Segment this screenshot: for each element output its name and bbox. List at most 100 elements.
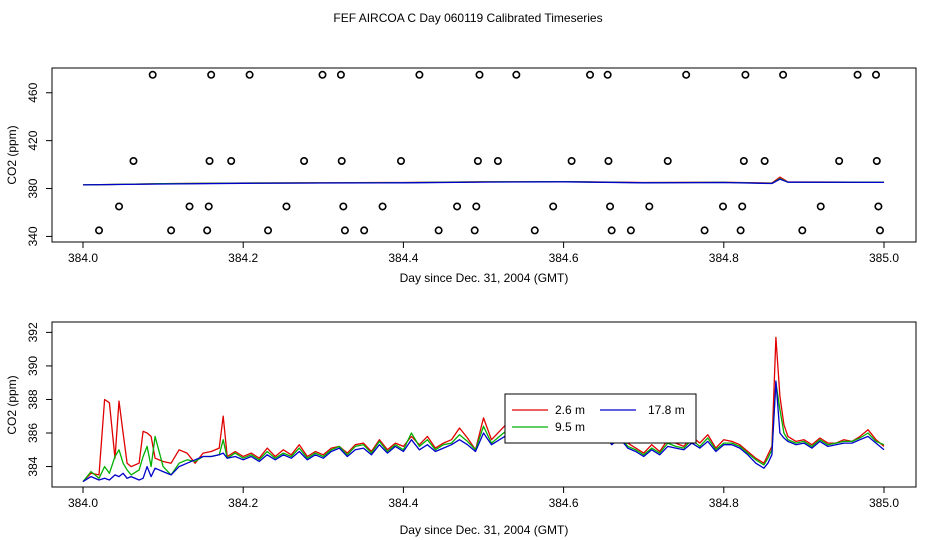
calibration-point bbox=[470, 226, 479, 235]
y-tick-label: 384 bbox=[26, 456, 40, 476]
series-line-17-8-m bbox=[82, 178, 885, 186]
calibration-point bbox=[282, 202, 291, 211]
calibration-point bbox=[549, 202, 558, 211]
calibration-point bbox=[682, 70, 691, 79]
top-y-label: CO2 (ppm) bbox=[5, 125, 19, 184]
x-tick-label: 384.8 bbox=[709, 251, 739, 265]
calibration-point bbox=[360, 226, 369, 235]
calibration-point bbox=[129, 156, 138, 165]
calibration-point bbox=[434, 226, 443, 235]
bottom-x-axis: 384.0 384.2 384.4 384.6 384.8 385.0 bbox=[68, 487, 899, 510]
x-tick-label: 384.2 bbox=[228, 496, 258, 510]
top-x-axis: 384.0 384.2 384.4 384.6 384.8 385.0 bbox=[68, 242, 899, 265]
calibration-point bbox=[95, 226, 104, 235]
y-tick-label: 460 bbox=[26, 82, 40, 102]
calibration-point bbox=[264, 226, 273, 235]
calibration-point bbox=[853, 70, 862, 79]
calibration-point bbox=[816, 202, 825, 211]
x-tick-label: 384.6 bbox=[549, 251, 579, 265]
calibration-point bbox=[700, 226, 709, 235]
y-tick-label: 388 bbox=[26, 389, 40, 409]
x-tick-label: 385.0 bbox=[869, 496, 899, 510]
calibration-point bbox=[472, 202, 481, 211]
calibration-point bbox=[318, 70, 327, 79]
calibration-point bbox=[227, 156, 236, 165]
calibration-point bbox=[340, 226, 349, 235]
calibration-point bbox=[604, 156, 613, 165]
bottom-x-label: Day since Dec. 31, 2004 (GMT) bbox=[400, 523, 569, 537]
calibration-point bbox=[300, 156, 309, 165]
calibration-point bbox=[871, 70, 880, 79]
calibration-point bbox=[626, 226, 635, 235]
calibration-point bbox=[738, 202, 747, 211]
legend: 2.6 m 17.8 m 9.5 m bbox=[504, 393, 697, 444]
top-series-lines bbox=[82, 176, 885, 186]
y-tick-label: 392 bbox=[26, 322, 40, 342]
calibration-point bbox=[718, 202, 727, 211]
calibration-point bbox=[663, 156, 672, 165]
calibration-point bbox=[396, 156, 405, 165]
x-tick-label: 384.8 bbox=[709, 496, 739, 510]
series-line-9-5-m bbox=[82, 382, 885, 483]
series-line-17-8-m bbox=[82, 380, 885, 483]
y-tick-label: 420 bbox=[26, 130, 40, 150]
x-tick-label: 384.0 bbox=[68, 251, 98, 265]
bottom-panel: 384.0 384.2 384.4 384.6 384.8 385.0 384 386 388… bbox=[5, 321, 917, 537]
x-tick-label: 384.0 bbox=[68, 496, 98, 510]
y-tick-label: 386 bbox=[26, 423, 40, 443]
bottom-plot-frame bbox=[51, 321, 917, 488]
calibration-point bbox=[207, 70, 216, 79]
calibration-point bbox=[204, 202, 213, 211]
series-line-2-6-m bbox=[82, 336, 885, 483]
x-tick-label: 385.0 bbox=[869, 251, 899, 265]
calibration-point bbox=[567, 156, 576, 165]
y-tick-label: 340 bbox=[26, 226, 40, 246]
calibration-point bbox=[530, 226, 539, 235]
x-tick-label: 384.4 bbox=[388, 496, 418, 510]
calibration-point bbox=[645, 202, 654, 211]
figure-title: FEF AIRCOA C Day 060119 Calibrated Times… bbox=[333, 11, 602, 25]
calibration-point bbox=[607, 226, 616, 235]
top-y-axis: 340 380 420 460 bbox=[26, 82, 52, 246]
calibration-point bbox=[741, 70, 750, 79]
calibration-point bbox=[603, 70, 612, 79]
calibration-point bbox=[378, 202, 387, 211]
bottom-y-axis: 384 386 388 390 392 bbox=[26, 322, 52, 477]
x-tick-label: 384.2 bbox=[228, 251, 258, 265]
calibration-point bbox=[872, 156, 881, 165]
calibration-point bbox=[586, 70, 595, 79]
calibration-point bbox=[798, 226, 807, 235]
bottom-y-label: CO2 (ppm) bbox=[5, 375, 19, 434]
calibration-point bbox=[115, 202, 124, 211]
calibration-point bbox=[835, 156, 844, 165]
legend-box bbox=[504, 393, 697, 444]
top-plot-frame bbox=[51, 67, 917, 243]
calibration-point bbox=[203, 226, 212, 235]
calibration-point bbox=[493, 156, 502, 165]
legend-label-17-8m: 17.8 m bbox=[648, 403, 685, 417]
y-tick-label: 380 bbox=[26, 178, 40, 198]
calibration-point bbox=[512, 70, 521, 79]
calibration-point bbox=[337, 156, 346, 165]
x-tick-label: 384.4 bbox=[388, 251, 418, 265]
y-tick-label: 390 bbox=[26, 356, 40, 376]
legend-label-9-5m: 9.5 m bbox=[555, 420, 585, 434]
calibration-point bbox=[245, 70, 254, 79]
top-x-label: Day since Dec. 31, 2004 (GMT) bbox=[400, 271, 569, 285]
calibration-point bbox=[148, 70, 157, 79]
calibration-point bbox=[739, 156, 748, 165]
calibration-point bbox=[453, 202, 462, 211]
calibration-point bbox=[475, 70, 484, 79]
calibration-point bbox=[167, 226, 176, 235]
calibration-point bbox=[875, 226, 884, 235]
calibration-point bbox=[736, 226, 745, 235]
calibration-point bbox=[874, 202, 883, 211]
calibration-point bbox=[205, 156, 214, 165]
calibration-point bbox=[336, 70, 345, 79]
bottom-series-lines bbox=[82, 336, 885, 483]
top-panel: 384.0 384.2 384.4 384.6 384.8 385.0 340 380 420… bbox=[5, 67, 917, 285]
x-tick-label: 384.6 bbox=[549, 496, 579, 510]
calibration-point bbox=[185, 202, 194, 211]
calibration-point bbox=[415, 70, 424, 79]
